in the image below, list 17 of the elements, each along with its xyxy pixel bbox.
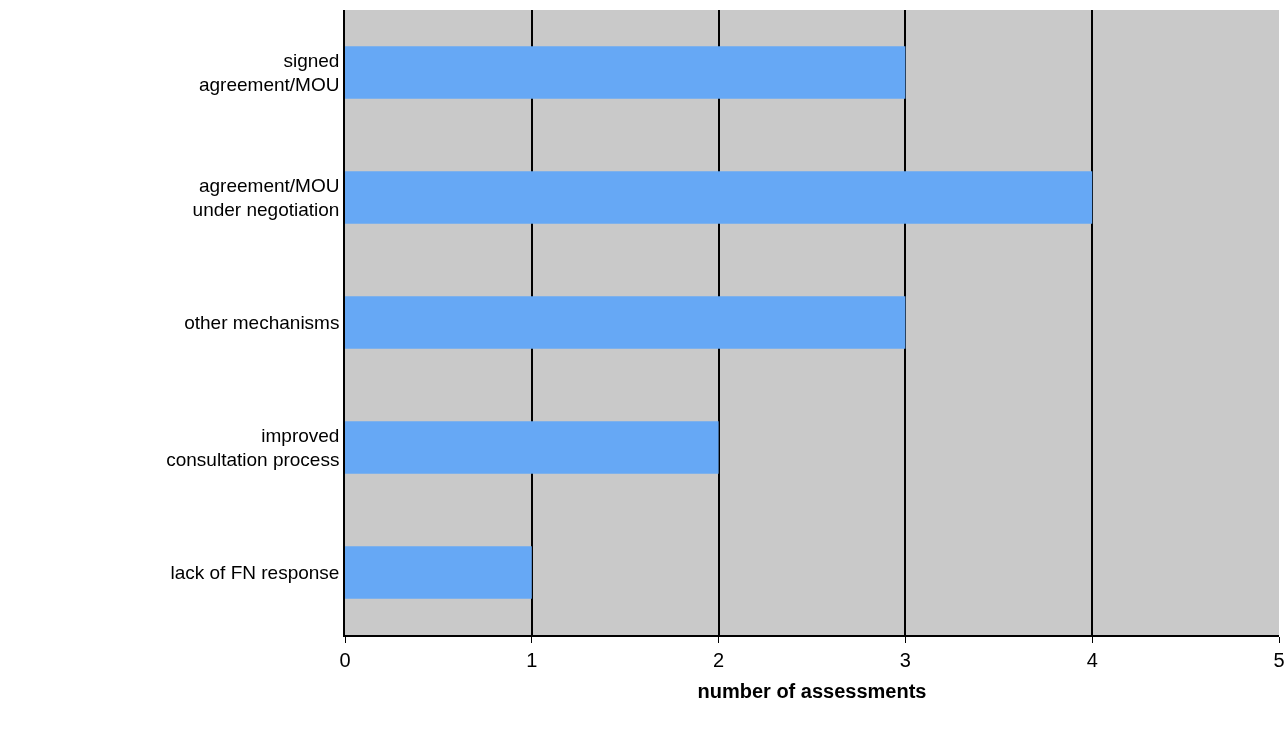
bar	[345, 421, 719, 474]
x-tick-label: 3	[899, 648, 911, 671]
x-tick-label: 0	[339, 648, 351, 671]
y-tick-label: other mechanisms	[184, 312, 340, 334]
bar	[345, 46, 906, 99]
bar	[345, 171, 1093, 224]
bar	[345, 296, 906, 349]
y-tick-label: signed agreement/MOU	[199, 49, 340, 96]
bar	[345, 546, 532, 599]
y-tick-label: lack of FN response	[170, 562, 340, 584]
x-axis-title: number of assessments	[697, 679, 927, 702]
x-tick-label: 2	[713, 648, 725, 671]
x-tick-label: 4	[1086, 648, 1098, 671]
y-tick-label: improved consultation process	[166, 424, 340, 471]
x-tick-label: 5	[1273, 648, 1285, 671]
y-tick-label: agreement/MOU under negotiation	[192, 174, 340, 221]
x-tick-label: 1	[526, 648, 538, 671]
